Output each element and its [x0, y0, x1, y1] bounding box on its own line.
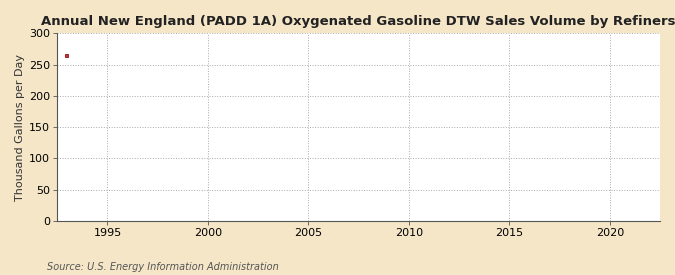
- Title: Annual New England (PADD 1A) Oxygenated Gasoline DTW Sales Volume by Refiners: Annual New England (PADD 1A) Oxygenated …: [41, 15, 675, 28]
- Text: Source: U.S. Energy Information Administration: Source: U.S. Energy Information Administ…: [47, 262, 279, 272]
- Y-axis label: Thousand Gallons per Day: Thousand Gallons per Day: [15, 54, 25, 201]
